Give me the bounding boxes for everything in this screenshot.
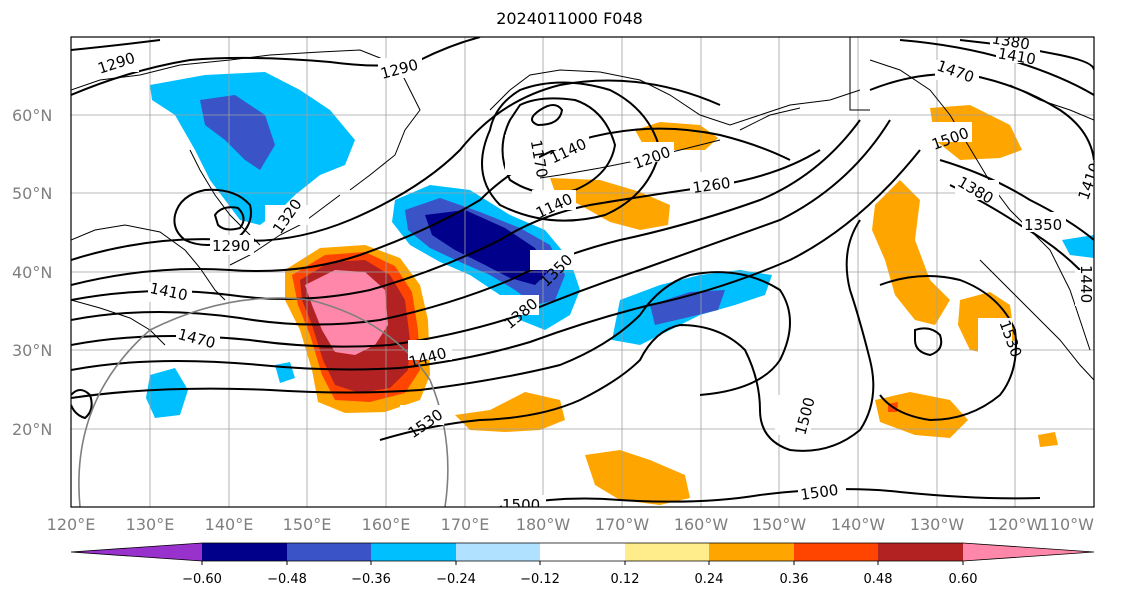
positive-anomaly-eastern-pacific [875, 392, 968, 438]
negative-anomaly-core-kamchatka [200, 95, 275, 170]
contour-label: 1440 [1077, 265, 1095, 303]
positive-anomaly-nw-canada [930, 105, 1022, 160]
lon-label: 140°E [205, 515, 254, 534]
lat-label: 50°N [12, 184, 52, 203]
colorbar-tick-label: 0.36 [780, 572, 809, 587]
lat-label: 30°N [12, 341, 52, 360]
latitude-labels: 20°N 30°N 40°N 50°N 60°N [12, 106, 52, 439]
contour-label: 1350 [1024, 216, 1062, 234]
colorbar-tick-label: 0.12 [611, 572, 640, 587]
lon-label: 130°E [126, 515, 175, 534]
lat-label: 60°N [12, 106, 52, 125]
positive-anomaly-west-coast [872, 180, 950, 325]
lon-label: 160°E [362, 515, 411, 534]
lon-label: 170°W [595, 515, 650, 534]
colorbar: −0.60 −0.48 −0.36 −0.24 −0.12 0.12 0.24 0.36 0.4… [70, 542, 1095, 587]
lon-label: 130°W [910, 515, 965, 534]
lon-label: 180°W [516, 515, 571, 534]
colorbar-tick-label: −0.36 [351, 572, 391, 587]
negative-anomaly-small-west [146, 368, 188, 418]
negative-anomaly-small-east [1062, 235, 1094, 258]
lat-label: 40°N [12, 263, 52, 282]
positive-anomaly-tropics [585, 450, 690, 505]
colorbar-tick-label: −0.24 [436, 572, 476, 587]
colorbar-segment [71, 543, 202, 561]
map-panel: 1290 1290 1320 1290 1410 1470 1170 1140 … [71, 37, 1095, 514]
colorbar-segment [371, 543, 456, 561]
colorbar-segment [963, 543, 1094, 561]
lon-label: 150°E [283, 515, 332, 534]
colorbar-segment [202, 543, 287, 561]
colorbar-segment [625, 543, 709, 561]
map-frame [70, 36, 1095, 508]
contour-label-group: 1290 1290 1320 1290 1410 1470 1170 1140 … [95, 37, 1095, 514]
contour-label: 1290 [212, 237, 250, 255]
colorbar-segment [709, 543, 794, 561]
lon-label: 120°E [47, 515, 96, 534]
positive-anomaly-small-east [1038, 432, 1058, 447]
contour-label: 1500 [502, 496, 540, 514]
map-title: 2024011000 F048 [496, 9, 643, 28]
positive-anomaly-alaska-2 [550, 178, 670, 230]
colorbar-tick-label: −0.60 [182, 572, 222, 587]
lon-label: 140°W [831, 515, 886, 534]
lon-label: 160°W [674, 515, 729, 534]
positive-anomaly-hawaii-band [455, 392, 565, 432]
contour-label: 1260 [691, 174, 731, 197]
colorbar-segment [287, 543, 371, 561]
contour-label: 1500 [799, 481, 839, 504]
colorbar-tick-label: −0.48 [267, 572, 307, 587]
negative-anomaly-core-160w [650, 290, 725, 325]
colorbar-segment [456, 543, 540, 561]
colorbar-tick-label: 0.24 [695, 572, 724, 587]
colorbar-segment [794, 543, 878, 561]
lon-label: 120°W [988, 515, 1043, 534]
lon-label: 110°W [1040, 515, 1095, 534]
colorbar-tick-label: 0.60 [949, 572, 978, 587]
colorbar-segment [878, 543, 963, 561]
lon-label: 170°E [441, 515, 490, 534]
longitude-labels: 120°E 130°E 140°E 150°E 160°E 170°E 180°… [47, 515, 1095, 534]
lon-label: 150°W [752, 515, 807, 534]
graticule [71, 37, 1094, 507]
colorbar-tick-label: 0.48 [864, 572, 893, 587]
lat-label: 20°N [12, 420, 52, 439]
colorbar-tick-label: −0.12 [520, 572, 560, 587]
colorbar-segment [540, 543, 625, 561]
